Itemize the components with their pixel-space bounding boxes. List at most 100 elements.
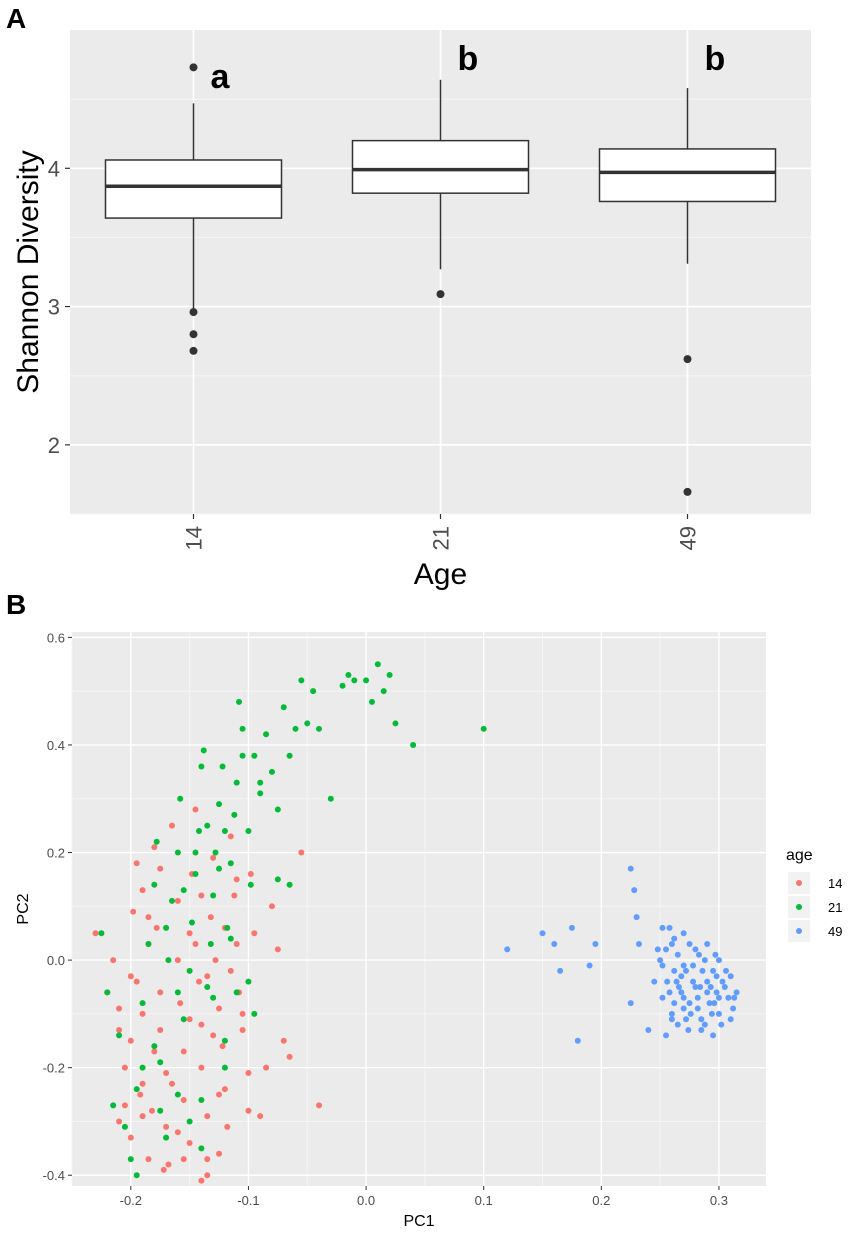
- point-age-14: [180, 1048, 187, 1055]
- point-age-49: [671, 935, 678, 942]
- point-age-49: [683, 1016, 690, 1023]
- point-age-49: [690, 978, 697, 985]
- point-age-14: [133, 860, 140, 867]
- point-age-49: [659, 924, 666, 931]
- point-age-14: [192, 940, 199, 947]
- point-age-14: [92, 930, 99, 937]
- point-age-14: [207, 914, 214, 921]
- point-age-49: [673, 978, 680, 985]
- panel-b-x-axis-title: PC1: [403, 1213, 434, 1230]
- point-age-21: [304, 720, 311, 727]
- outlier-point: [683, 355, 692, 364]
- point-age-14: [130, 908, 137, 915]
- x-tick-label: 0.1: [475, 1193, 493, 1208]
- point-age-49: [704, 989, 711, 996]
- point-age-14: [210, 854, 217, 861]
- point-age-14: [174, 957, 181, 964]
- point-age-14: [316, 1102, 323, 1109]
- point-age-49: [704, 978, 711, 985]
- y-tick-label: -0.2: [43, 1061, 65, 1076]
- point-age-21: [145, 940, 152, 947]
- point-age-21: [345, 672, 352, 679]
- point-age-21: [163, 924, 170, 931]
- point-age-49: [663, 946, 670, 953]
- point-age-21: [168, 897, 175, 904]
- point-age-49: [680, 994, 687, 1001]
- point-age-14: [280, 1037, 287, 1044]
- point-age-49: [707, 983, 714, 990]
- point-age-21: [233, 989, 240, 996]
- point-age-49: [651, 978, 658, 985]
- point-age-49: [687, 1010, 694, 1017]
- point-age-14: [224, 1123, 231, 1130]
- point-age-21: [212, 849, 219, 856]
- point-age-49: [694, 1005, 701, 1012]
- point-age-21: [247, 881, 254, 888]
- point-age-49: [680, 962, 687, 969]
- panel-b: B -0.4 -0.2 0.0 0.2 0.4 0.6 -0.2 -0.1 0.0 0.1 0.2…: [6, 589, 842, 1230]
- point-age-49: [713, 989, 720, 996]
- legend-label: 49: [828, 924, 842, 939]
- outlier-point: [436, 290, 445, 299]
- point-age-49: [701, 957, 708, 964]
- point-age-21: [239, 725, 246, 732]
- point-age-21: [351, 677, 358, 684]
- point-age-14: [110, 957, 117, 964]
- point-age-14: [274, 946, 281, 953]
- point-age-49: [666, 989, 673, 996]
- point-age-49: [627, 1000, 634, 1007]
- box-iqr: [598, 148, 777, 203]
- point-age-14: [163, 1070, 170, 1077]
- point-age-49: [686, 1000, 693, 1007]
- point-age-14: [204, 1113, 211, 1120]
- point-age-14: [139, 1010, 146, 1017]
- point-age-14: [210, 1032, 217, 1039]
- point-age-21: [174, 1091, 181, 1098]
- point-age-14: [116, 1118, 123, 1125]
- point-age-49: [727, 973, 734, 980]
- point-age-21: [188, 919, 195, 926]
- point-age-21: [316, 725, 323, 732]
- point-age-14: [198, 892, 205, 899]
- point-age-14: [116, 1005, 123, 1012]
- point-age-14: [139, 1113, 146, 1120]
- x-tick-label: -0.2: [120, 1193, 142, 1208]
- point-age-21: [216, 865, 223, 872]
- point-age-21: [274, 806, 281, 813]
- y-tick-label: 2: [48, 433, 60, 458]
- y-tick-label: -0.4: [43, 1168, 65, 1183]
- point-age-14: [216, 1091, 223, 1098]
- point-age-21: [280, 704, 287, 711]
- point-age-49: [645, 1027, 652, 1034]
- point-age-14: [174, 897, 181, 904]
- point-age-14: [139, 1080, 146, 1087]
- legend-key-49: [796, 928, 802, 934]
- point-age-49: [675, 983, 682, 990]
- point-age-14: [247, 871, 254, 878]
- point-age-14: [239, 1027, 246, 1034]
- significance-letter: b: [705, 40, 726, 78]
- point-age-14: [204, 973, 211, 980]
- point-age-49: [718, 1021, 725, 1028]
- point-age-21: [286, 881, 293, 888]
- point-age-21: [163, 1134, 170, 1141]
- point-age-49: [664, 978, 671, 985]
- point-age-21: [327, 795, 334, 802]
- point-age-21: [174, 849, 181, 856]
- point-age-14: [204, 1172, 211, 1179]
- point-age-49: [733, 989, 740, 996]
- point-age-49: [504, 946, 511, 953]
- point-age-49: [680, 1005, 687, 1012]
- point-age-14: [145, 914, 152, 921]
- point-age-14: [153, 924, 160, 931]
- legend-key-21: [796, 904, 802, 910]
- point-age-14: [245, 1070, 252, 1077]
- point-age-49: [680, 930, 687, 937]
- point-age-21: [116, 1032, 123, 1039]
- point-age-14: [157, 989, 164, 996]
- legend-label: 14: [828, 876, 842, 891]
- panel-b-plot-background: [72, 632, 766, 1186]
- point-age-49: [715, 1010, 722, 1017]
